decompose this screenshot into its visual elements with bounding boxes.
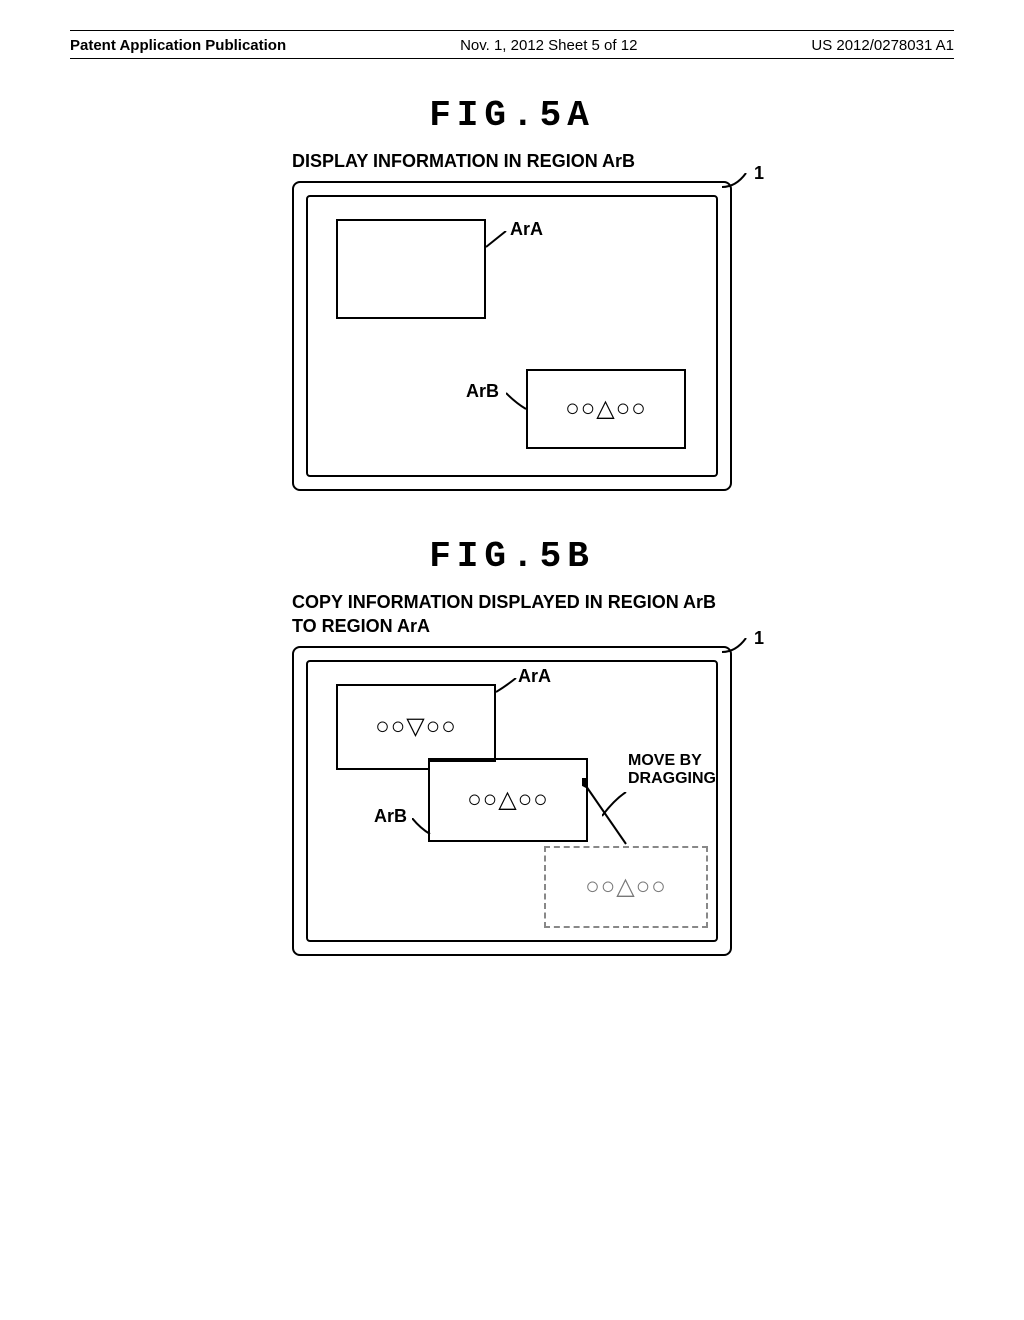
- header-center: Nov. 1, 2012 Sheet 5 of 12: [460, 37, 637, 54]
- label-1-b: 1: [754, 628, 764, 649]
- device-outline-a: 1 ArA ArB: [292, 181, 732, 491]
- region-arb-a-glyphs: [528, 371, 684, 447]
- region-arb-a: [526, 369, 686, 449]
- region-arb-ghost-glyphs: [546, 848, 706, 926]
- circle-icon: [426, 715, 442, 739]
- header-rule-bottom: [70, 58, 954, 59]
- circle-icon: [518, 788, 534, 812]
- figure-5b-subtitle: COPY INFORMATION DISPLAYED IN REGION ArB…: [292, 591, 732, 638]
- circle-icon: [391, 715, 407, 739]
- leader-arb-curve-a: [506, 391, 528, 411]
- circle-icon: [375, 715, 391, 739]
- device-outline-b: 1 ArA: [292, 646, 732, 956]
- header-rule-top: [70, 30, 954, 31]
- circle-icon: [636, 875, 652, 899]
- figure-5b: FIG.5B COPY INFORMATION DISPLAYED IN REG…: [70, 536, 954, 961]
- figure-5a-subtitle: DISPLAY INFORMATION IN REGION ArB: [292, 150, 732, 173]
- leader-1-curve-a: [722, 173, 750, 191]
- circle-icon: [616, 397, 632, 421]
- circle-icon: [651, 875, 667, 899]
- circle-icon: [467, 788, 483, 812]
- figure-5a: FIG.5A DISPLAY INFORMATION IN REGION ArB…: [70, 95, 954, 496]
- leader-ara-curve-b: [496, 678, 518, 696]
- label-arb-a: ArB: [466, 381, 499, 402]
- figure-5b-subtitle-text: COPY INFORMATION DISPLAYED IN REGION ArB…: [292, 592, 716, 635]
- circle-icon: [565, 397, 581, 421]
- label-ara-a: ArA: [510, 219, 543, 240]
- triangle-up-icon: [596, 397, 615, 421]
- page: Patent Application Publication Nov. 1, 2…: [0, 0, 1024, 1320]
- triangle-up-icon: [616, 875, 635, 899]
- triangle-up-icon: [498, 788, 517, 812]
- header-left: Patent Application Publication: [70, 37, 286, 54]
- leader-ara-curve-a: [486, 231, 510, 251]
- triangle-down-icon: [406, 715, 425, 739]
- circle-icon: [533, 788, 549, 812]
- label-1-a: 1: [754, 163, 764, 184]
- annot-leader: [602, 792, 630, 820]
- circle-icon: [581, 397, 597, 421]
- drag-annotation-line2: DRAGGING: [628, 770, 716, 788]
- label-ara-b: ArA: [518, 666, 551, 687]
- circle-icon: [441, 715, 457, 739]
- region-ara-a: [336, 219, 486, 319]
- circle-icon: [585, 875, 601, 899]
- circle-icon: [631, 397, 647, 421]
- label-arb-b: ArB: [374, 806, 407, 827]
- region-arb-moved: [428, 758, 588, 842]
- circle-icon: [483, 788, 499, 812]
- figure-5b-title: FIG.5B: [70, 536, 954, 577]
- circle-icon: [601, 875, 617, 899]
- drag-annotation-line1: MOVE BY: [628, 752, 716, 770]
- region-arb-moved-glyphs: [430, 760, 586, 840]
- page-header: Patent Application Publication Nov. 1, 2…: [70, 37, 954, 54]
- leader-1-curve-b: [722, 638, 750, 656]
- figure-5b-device-wrap: 1 ArA: [292, 646, 732, 956]
- figure-5a-device-wrap: 1 ArA ArB: [292, 181, 732, 491]
- header-right: US 2012/0278031 A1: [811, 37, 954, 54]
- drag-annotation: MOVE BY DRAGGING: [628, 752, 716, 787]
- figure-5a-title: FIG.5A: [70, 95, 954, 136]
- leader-arb-curve-b: [412, 818, 432, 838]
- overlap-notch: [428, 744, 496, 762]
- region-arb-ghost: [544, 846, 708, 928]
